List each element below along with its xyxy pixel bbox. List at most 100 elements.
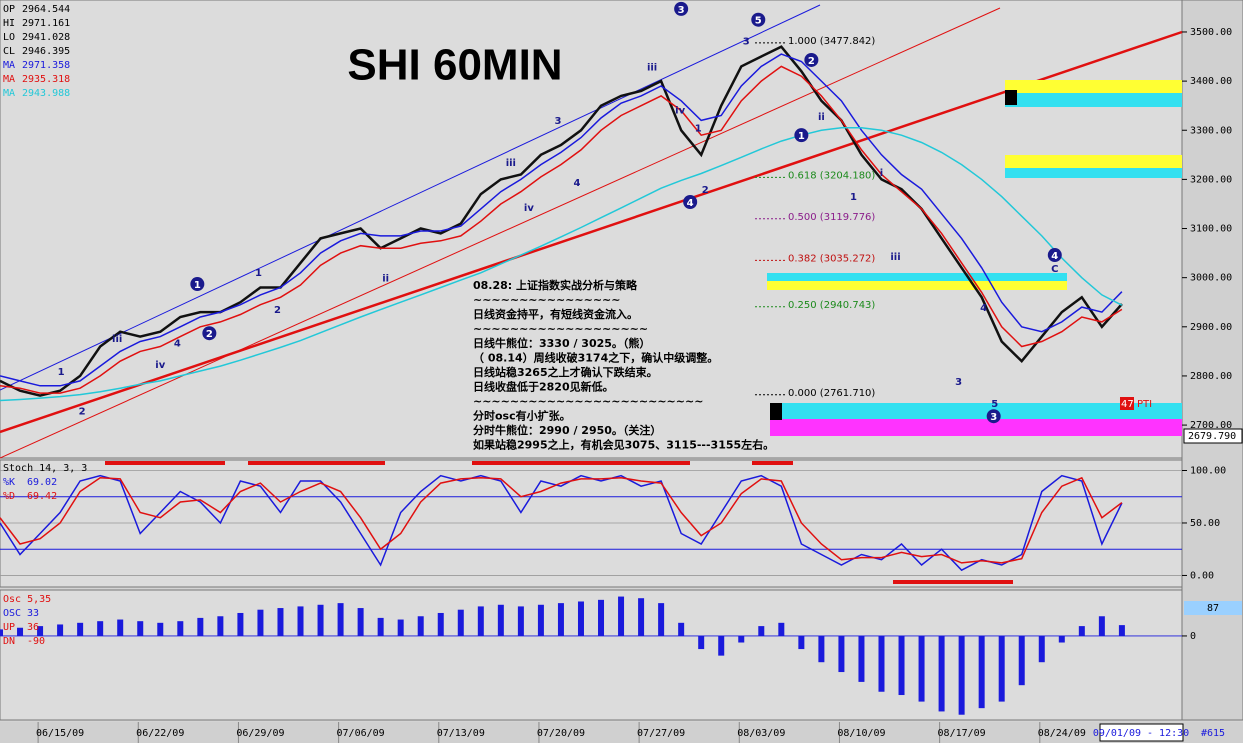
osc-bar [157,622,164,636]
info-label: LO [3,32,15,43]
wave-label: iv [155,360,165,371]
wave-label: 4 [687,198,694,209]
note-line: 分时牛熊位：2990 / 2950。（关注） [473,423,661,437]
osc-bar [898,635,905,696]
x-tick-label: 07/13/09 [437,728,485,739]
osc-bar [517,606,524,636]
wave-circle [683,194,698,209]
decorations [0,4,1183,584]
y-tick-label: 3000.00 [1190,273,1232,284]
zone [770,403,1182,419]
osc-bar [137,621,144,636]
osc-bar [798,635,805,650]
wave-label: 2 [702,185,709,196]
osc-bar [918,635,925,702]
wave-label: 3 [955,377,962,388]
osc-bar [778,622,785,636]
series-line [0,476,1123,564]
x-tick-label: 08/24/09 [1038,728,1086,739]
osc-bar [557,603,564,636]
osc-bar [197,617,204,636]
chart-title: SHI 60MIN [347,41,562,90]
osc-bar [678,622,685,636]
osc-bar [277,608,284,636]
wave-label: 4 [174,339,181,350]
wave-circle [804,52,819,67]
bar-count: #615 [1201,728,1225,739]
wave-label: 1 [798,131,805,142]
wave-label: ii [382,274,389,285]
trend-line [0,30,1183,434]
wave-label: 1 [194,280,201,291]
y-tick-label: 50.00 [1190,518,1220,529]
y-tick-label: 3400.00 [1190,76,1232,87]
info-label: HI [3,18,15,29]
legend-value: 69.02 [27,477,57,488]
osc-bar [477,606,484,636]
wave-label: 5 [755,16,762,27]
osc-bar [758,626,765,636]
osc-bar [1038,635,1045,663]
wave-label: 2 [274,305,281,316]
osc-bar [497,604,504,636]
osc-bar [377,617,384,636]
trend-line [0,7,1001,459]
osc-bar [37,626,44,636]
wave-circle [751,12,766,27]
wave-circle [190,277,205,292]
legend-value: 33 [27,608,39,619]
series-line [0,127,1123,402]
zone [1005,155,1182,168]
wave-label: iv [675,106,685,117]
osc-bar [537,604,544,636]
legend-name: %D [3,491,15,502]
osc-bar [57,624,64,636]
pti-count: 47 [1121,399,1134,410]
info-value: 2964.544 [22,4,70,15]
wave-label: iii [506,158,516,169]
fib-label: 0.618 (3204.180) [788,170,875,181]
wave-label: 1 [255,268,262,279]
osc-bar [998,635,1005,702]
osc-bar [1018,635,1025,686]
wave-label: 4 [573,178,580,189]
legend-value: 2971.358 [22,60,70,71]
note-line: 日线牛熊位：3330 / 3025。（熊） [473,336,650,350]
note-line: 如果站稳2995之上，有机会见3075、3115---3155左右。 [473,438,774,452]
osc-panel [0,589,1183,721]
wave-label: 2 [206,329,213,340]
price-panel [0,0,1183,459]
y-tick-label: 3200.00 [1190,174,1232,185]
legend-name: MA [3,60,15,71]
osc-bar [237,612,244,636]
osc-bar [1098,616,1105,636]
fib-label: 1.000 (3477.842) [788,36,875,47]
zone [767,281,1067,290]
wave-label: 2 [79,406,86,417]
y-tick-label: 2700.00 [1190,420,1232,431]
info-value: -90 [27,636,45,647]
legend-value: 2943.988 [22,88,70,99]
osc-bar [818,635,825,663]
wave-label: iii [647,62,657,73]
wave-label: 3 [678,5,685,16]
osc-bar [417,616,424,636]
osc-bar [738,635,745,643]
wave-circle [202,326,217,341]
legend-name: CL [3,46,15,57]
note-line: 分时osc有小扩张。 [473,409,571,423]
panel-title: Osc 5,35 [3,594,51,605]
osc-bar [257,609,264,636]
x-tick-label: 08/17/09 [938,728,986,739]
wave-label: 5 [991,399,998,410]
note-line: 日线收盘低于2820见新低。 [473,380,614,394]
osc-bar [1078,626,1085,636]
right-axis [1181,0,1243,721]
wave-label: iii [890,252,900,263]
y-tick-label: 3500.00 [1190,27,1232,38]
wave-circle [794,128,809,143]
osc-bar [77,622,84,636]
x-tick-label: 07/27/09 [637,728,685,739]
info-label: OP [3,4,15,15]
